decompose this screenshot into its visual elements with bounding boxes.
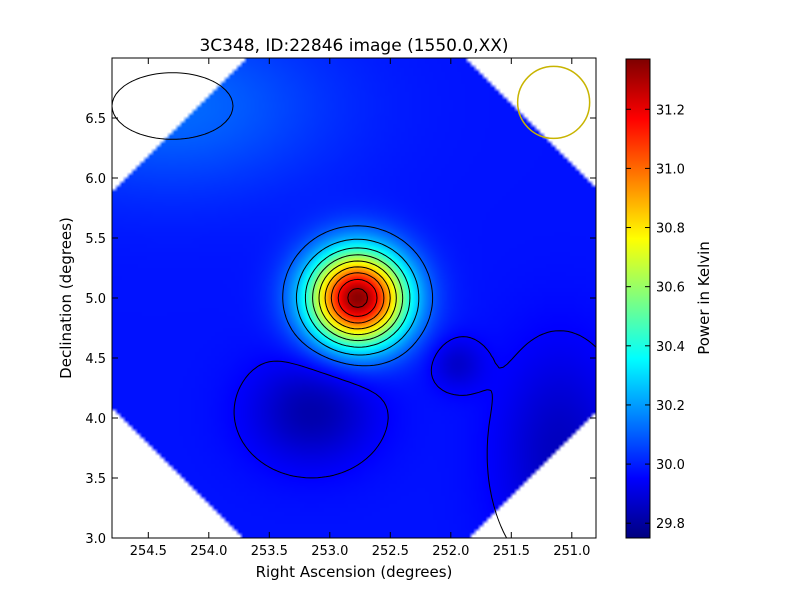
colorbar-tick-label: 31.0 bbox=[656, 162, 685, 177]
colorbar-tick-label: 30.8 bbox=[656, 222, 685, 237]
x-axis-label: Right Ascension (degrees) bbox=[256, 563, 453, 581]
contour-line-7 bbox=[330, 272, 385, 324]
y-axis-label: Declination (degrees) bbox=[57, 217, 75, 379]
heatmap-image bbox=[112, 58, 596, 538]
y-tick-label: 6.0 bbox=[85, 172, 106, 187]
contour-line-8 bbox=[337, 278, 378, 317]
colorbar: 29.8 30.0 30.2 30.4 30.6 30.8 31.0 31.2 Power i… bbox=[625, 58, 713, 539]
y-tick-label: 5.0 bbox=[85, 292, 106, 307]
chart-title: 3C348, ID:22846 image (1550.0,XX) bbox=[199, 36, 508, 56]
contour-line-0 bbox=[233, 330, 596, 538]
colorbar-gradient bbox=[625, 58, 651, 539]
y-tick-label: 6.5 bbox=[85, 112, 106, 127]
colorbar-tick-label: 30.0 bbox=[656, 458, 685, 473]
contour-line-6 bbox=[324, 266, 391, 330]
colorbar-tick-label: 31.2 bbox=[656, 103, 685, 118]
colorbar-label: Power in Kelvin bbox=[695, 241, 713, 355]
x-tick-label: 251.5 bbox=[493, 544, 530, 559]
colorbar-tick-label: 29.8 bbox=[656, 517, 685, 532]
beam-circle bbox=[516, 65, 591, 140]
y-tick-label: 4.0 bbox=[85, 412, 106, 427]
x-tick-label: 252.0 bbox=[432, 544, 469, 559]
colorbar-tick-label: 30.6 bbox=[656, 281, 685, 296]
contour-line-4 bbox=[312, 254, 404, 342]
contour-line-5 bbox=[318, 260, 397, 336]
x-tick-label: 253.0 bbox=[311, 544, 348, 559]
x-tick-label: 251.0 bbox=[553, 544, 590, 559]
plot-area bbox=[111, 57, 597, 539]
x-axis: 254.5 254.0 253.5 253.0 252.5 252.0 251.5 251.0 bbox=[130, 58, 590, 559]
contour-line-9 bbox=[347, 288, 368, 308]
y-tick-label: 4.5 bbox=[85, 352, 106, 367]
y-tick-label: 5.5 bbox=[85, 232, 106, 247]
x-tick-label: 252.5 bbox=[372, 544, 409, 559]
x-tick-label: 254.5 bbox=[130, 544, 167, 559]
y-tick-label: 3.0 bbox=[85, 532, 106, 547]
contour-line-3 bbox=[304, 247, 411, 348]
contour-line-2 bbox=[295, 238, 420, 356]
colorbar-ticks: 29.8 30.0 30.2 30.4 30.6 30.8 31.0 31.2 bbox=[626, 103, 685, 532]
x-tick-label: 253.5 bbox=[251, 544, 288, 559]
x-tick-label: 254.0 bbox=[190, 544, 227, 559]
contour-line-1 bbox=[112, 72, 434, 367]
y-axis: 3.0 3.5 4.0 4.5 5.0 5.5 6.0 6.5 bbox=[85, 112, 596, 547]
colorbar-tick-label: 30.2 bbox=[656, 399, 685, 414]
colorbar-tick-label: 30.4 bbox=[656, 340, 685, 355]
y-tick-label: 3.5 bbox=[85, 472, 106, 487]
contour-lines bbox=[112, 72, 596, 538]
